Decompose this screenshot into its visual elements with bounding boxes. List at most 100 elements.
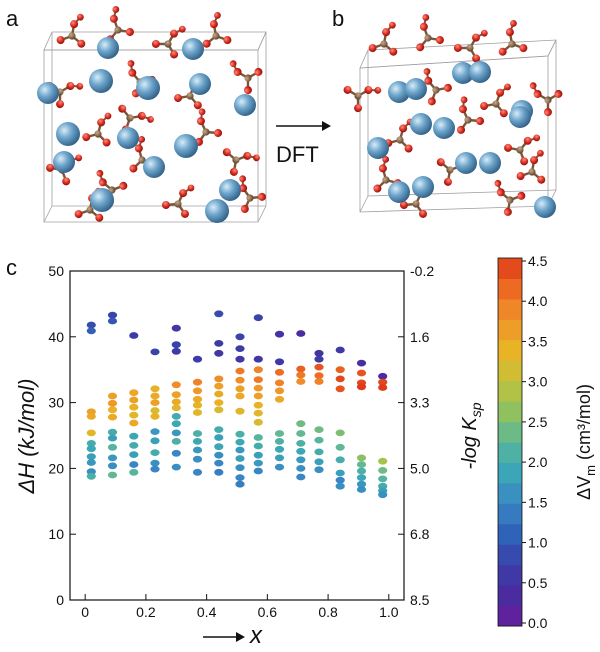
carbonate-group	[343, 85, 382, 113]
data-point	[296, 378, 306, 385]
data-point	[86, 327, 96, 335]
data-point	[214, 468, 224, 476]
y2-tick-label: 6.8	[410, 526, 430, 542]
data-point	[314, 372, 324, 379]
cation-sphere	[189, 73, 211, 95]
data-point	[335, 456, 345, 464]
data-point	[235, 480, 245, 488]
data-point	[192, 409, 203, 416]
colorbar-tick-label: 0.0	[528, 615, 548, 631]
data-point	[192, 355, 203, 363]
cation-sphere	[117, 127, 139, 149]
data-point	[314, 458, 324, 466]
data-point	[356, 480, 367, 488]
colorbar-bands	[498, 258, 522, 627]
data-point	[129, 419, 139, 427]
data-point	[214, 399, 224, 406]
structure-b	[343, 14, 563, 218]
x-axis-label: x	[249, 622, 263, 649]
colorbar-band	[498, 462, 522, 484]
data-point	[214, 443, 224, 451]
carbonate-group	[195, 108, 223, 146]
data-point	[296, 465, 306, 472]
data-point	[129, 461, 139, 468]
y-tick-label: 0	[56, 592, 64, 608]
carbonate-group	[480, 83, 511, 118]
data-point	[296, 330, 306, 337]
colorbar-label: ΔVm (cm³/mol)	[574, 384, 598, 500]
colorbar-tick-label: 2.5	[528, 414, 548, 430]
colorbar-frame	[497, 257, 523, 627]
x-tick-label: 0	[81, 604, 89, 620]
carbonate-group	[222, 148, 260, 176]
data-point	[335, 346, 345, 354]
data-point	[150, 428, 160, 435]
colorbar-tick-label: 1.0	[528, 535, 548, 551]
data-point	[214, 349, 224, 357]
data-point	[192, 446, 203, 454]
colorbar-band	[498, 380, 522, 402]
data-point	[235, 438, 245, 446]
data-point	[192, 455, 203, 463]
y2-tick-label: 3.3	[410, 395, 430, 411]
data-point	[235, 385, 245, 393]
data-point	[86, 445, 96, 453]
data-point	[335, 443, 345, 451]
data-point	[378, 475, 388, 483]
structure-a	[37, 6, 267, 223]
data-point	[171, 341, 181, 349]
data-point	[129, 442, 139, 449]
data-point	[150, 399, 160, 406]
carbonate-group	[202, 12, 232, 48]
data-point	[86, 472, 96, 480]
data-point	[192, 438, 203, 445]
data-point	[274, 330, 285, 338]
colorbar-band	[498, 258, 522, 279]
data-point	[214, 382, 224, 390]
data-point	[214, 390, 224, 398]
data-point	[235, 474, 245, 481]
data-point	[253, 442, 263, 450]
data-point	[107, 311, 118, 319]
data-point	[107, 434, 118, 442]
data-point	[150, 407, 160, 414]
cation-sphere	[388, 81, 410, 103]
data-point	[150, 385, 160, 393]
colorbar-tick-label: 1.5	[528, 494, 548, 510]
data-point	[192, 468, 203, 476]
data-point	[235, 367, 245, 375]
y-axis-label: ΔH (kJ/mol)	[14, 379, 39, 495]
data-point	[107, 471, 118, 479]
colorbar-band	[498, 339, 522, 361]
cation-sphere	[90, 188, 114, 212]
data-point	[335, 375, 345, 383]
cation-sphere	[53, 151, 75, 173]
colorbar-band	[498, 360, 522, 382]
data-point	[314, 426, 324, 433]
data-point	[171, 463, 181, 471]
cation-sphere	[56, 122, 80, 146]
carbonate-group	[423, 68, 452, 106]
x-axis-label-group: x	[203, 622, 263, 649]
data-point	[253, 376, 263, 383]
data-point	[274, 430, 285, 437]
data-point	[171, 438, 181, 445]
data-point	[171, 391, 181, 399]
x-tick-label: 0.4	[197, 604, 217, 620]
carbonate-group	[504, 134, 541, 166]
data-point	[253, 418, 263, 426]
data-point	[356, 474, 367, 481]
data-point	[214, 426, 224, 433]
colorbar-band	[498, 319, 522, 341]
data-point	[107, 413, 118, 421]
data-point	[107, 454, 118, 462]
data-point	[235, 455, 245, 462]
data-point	[274, 379, 285, 387]
colorbar-band	[498, 401, 522, 423]
data-point	[235, 376, 245, 384]
data-point	[274, 368, 285, 376]
data-point	[296, 420, 306, 428]
colorbar-band	[498, 278, 522, 300]
y-tick-label: 20	[48, 460, 64, 476]
colorbar-band	[498, 585, 522, 607]
